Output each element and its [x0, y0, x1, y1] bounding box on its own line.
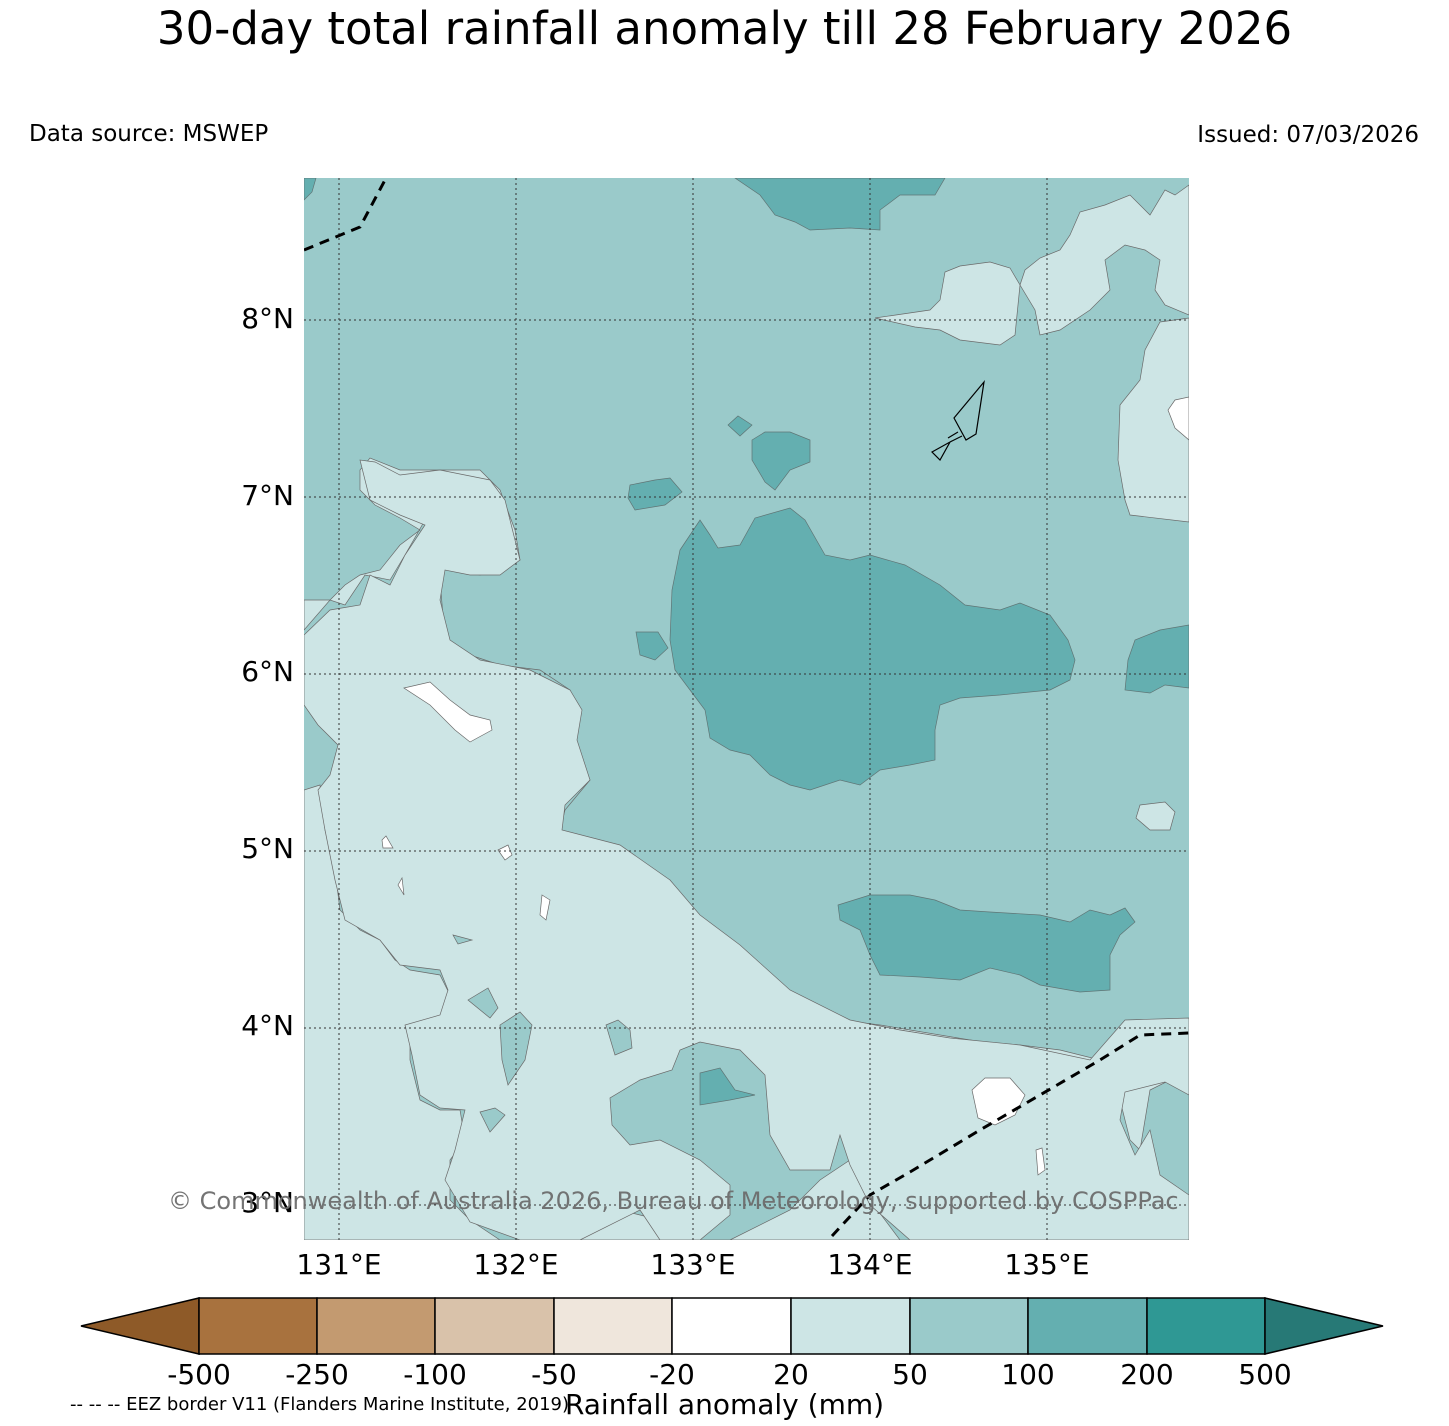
- colorbar-bin-7: [909, 1297, 1029, 1355]
- colorbar-tick: 20: [773, 1358, 809, 1391]
- anomaly-50-100-patch-a: [467, 987, 499, 1019]
- colorbar-extend-low: [80, 1297, 200, 1355]
- anomaly-neutral-patch-3: [1167, 396, 1189, 441]
- colorbar-tick: -250: [285, 1358, 349, 1391]
- anomaly-100-200-small-2: [627, 477, 683, 511]
- anomaly-neutral-patch-5: [497, 844, 513, 861]
- lon-label-132e: 132°E: [473, 1248, 559, 1281]
- anomaly-100-200-small-1: [751, 431, 811, 491]
- anomaly-100-200-small-5: [699, 1067, 756, 1106]
- colorbar-bin-2: [316, 1297, 436, 1355]
- colorbar-tick: 50: [892, 1358, 928, 1391]
- data-source: Data source: MSWEP: [29, 121, 269, 147]
- colorbar-bin-8: [1027, 1297, 1148, 1355]
- island-outline: [931, 379, 985, 461]
- anomaly-100-200-central: [669, 507, 1076, 791]
- lon-label-131e: 131°E: [296, 1248, 382, 1281]
- colorbar-bin-5: [671, 1297, 792, 1355]
- anomaly-50-100-patch-d: [479, 1107, 506, 1133]
- lon-label-134e: 134°E: [827, 1248, 913, 1281]
- anomaly-20-50-northeast: [1019, 184, 1189, 523]
- anomaly-neutral-patch-8: [381, 835, 394, 849]
- anomaly-100-200-south-band: [837, 894, 1136, 993]
- map-area: [304, 178, 1189, 1240]
- copyright-watermark: © Commonwealth of Australia 2026, Bureau…: [168, 1187, 1179, 1215]
- anomaly-50-100-patch-e: [452, 934, 474, 945]
- colorbar-tick: 100: [1001, 1358, 1055, 1391]
- eez-legend-note: -- -- -- EEZ border V11 (Flanders Marine…: [70, 1394, 570, 1415]
- colorbar-bin-6: [790, 1297, 911, 1355]
- gridlines: [304, 178, 1189, 1240]
- colorbar-bin-1: [198, 1297, 318, 1355]
- anomaly-neutral-patch-6: [1035, 1147, 1046, 1176]
- colorbar-label: Rainfall anomaly (mm): [564, 1388, 885, 1421]
- colorbar-tick: -500: [167, 1358, 231, 1391]
- colorbar-tick: 200: [1120, 1358, 1174, 1391]
- lat-label-7n: 7°N: [241, 479, 294, 512]
- lon-label-133e: 133°E: [650, 1248, 736, 1281]
- anomaly-20-50-north-mid: [874, 261, 1021, 346]
- eez-border-northwest: [304, 179, 387, 252]
- anomaly-50-100-patch-c: [605, 1019, 633, 1056]
- anomaly-neutral-patch-4: [539, 894, 551, 921]
- lat-label-5n: 5°N: [241, 832, 294, 865]
- colorbar-bin-9: [1146, 1297, 1266, 1355]
- anomaly-100-200-east: [1124, 624, 1189, 694]
- anomaly-neutral-patch-1: [403, 681, 493, 743]
- colorbar-tick: -100: [403, 1358, 467, 1391]
- colorbar-tick: -20: [649, 1358, 695, 1391]
- anomaly-100-200-small-6: [304, 178, 317, 201]
- anomaly-100-200-north: [734, 178, 946, 231]
- map-title: 30-day total rainfall anomaly till 28 Fe…: [156, 2, 1293, 55]
- lon-label-135e: 135°E: [1004, 1248, 1090, 1281]
- eez-border-southeast: [830, 1031, 1189, 1238]
- issued-date: Issued: 07/03/2026: [1197, 122, 1419, 148]
- anomaly-20-50-east-patch: [1135, 801, 1176, 831]
- anomaly-neutral-patch-7: [397, 876, 405, 896]
- colorbar-tick: -50: [531, 1358, 577, 1391]
- colorbar-tick: 500: [1238, 1358, 1292, 1391]
- colorbar-bin-3: [434, 1297, 555, 1355]
- anomaly-100-200-small-4: [727, 415, 753, 437]
- colorbar-bin-4: [553, 1297, 673, 1355]
- lat-label-4n: 4°N: [241, 1009, 294, 1042]
- lat-label-8n: 8°N: [241, 302, 294, 335]
- lat-label-6n: 6°N: [241, 655, 294, 688]
- lat-label-3n: 3°N: [241, 1186, 294, 1219]
- anomaly-100-200-small-3: [635, 631, 669, 661]
- colorbar: [80, 1297, 1384, 1355]
- colorbar-extend-high: [1264, 1297, 1384, 1355]
